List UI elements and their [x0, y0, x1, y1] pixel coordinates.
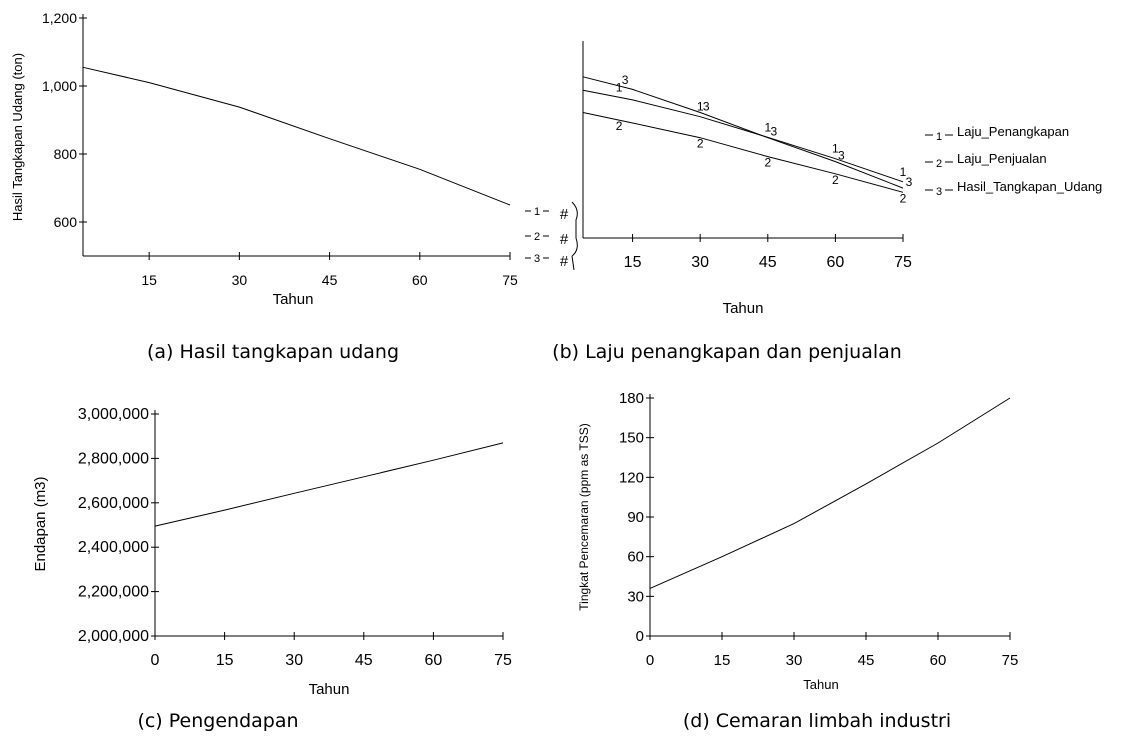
- x-tick-label: 75: [502, 272, 518, 288]
- y-tick-label: 2,600,000: [78, 495, 149, 512]
- y-tick-label: 90: [627, 509, 644, 526]
- y-axis-label: Tingkat Pencemaran (ppm as TSS): [577, 423, 591, 610]
- axis-legend-number: 2: [534, 231, 540, 243]
- x-tick-label: 45: [355, 652, 373, 669]
- x-axis-label: Tahun: [273, 291, 314, 308]
- series-number-marker: 1: [764, 120, 771, 134]
- y-tick-label: 180: [619, 390, 644, 407]
- x-tick-label: 30: [285, 652, 303, 669]
- x-tick-label: 60: [826, 254, 844, 271]
- series-number-marker: 1: [832, 142, 839, 156]
- series-line: [649, 397, 1011, 589]
- chart-caption: (b) Laju penangkapan dan penjualan: [552, 341, 902, 363]
- x-tick-label: 60: [412, 272, 428, 288]
- series-number-marker: 2: [697, 137, 704, 151]
- axis-legend-number: 1: [534, 206, 540, 218]
- series-number-marker: 2: [764, 156, 771, 170]
- series-line: [582, 89, 904, 183]
- x-tick-label: 30: [232, 272, 248, 288]
- y-tick-label: 60: [627, 549, 644, 566]
- series-line: [82, 66, 511, 206]
- y-tick-label: 0: [636, 628, 644, 645]
- x-tick-label: 30: [691, 254, 709, 271]
- series-line: [582, 76, 904, 189]
- x-tick-label: 75: [494, 652, 512, 669]
- x-tick-label: 15: [216, 652, 234, 669]
- y-tick-label: 30: [627, 588, 644, 605]
- series-number-marker: 3: [703, 100, 710, 114]
- y-tick-label: 2,000,000: [78, 628, 149, 645]
- series-number-marker: 1: [616, 80, 623, 94]
- x-tick-label: 60: [930, 652, 947, 669]
- series-line: [582, 112, 904, 193]
- legend-label: Laju_Penjualan: [957, 151, 1047, 166]
- chart-caption: (a) Hasil tangkapan udang: [147, 341, 399, 363]
- x-tick-label: 0: [646, 652, 654, 669]
- axis-bracket: [571, 201, 578, 271]
- series-number-marker: 2: [616, 119, 623, 133]
- x-tick-label: 15: [624, 254, 642, 271]
- chart-caption: (d) Cemaran limbah industri: [683, 710, 951, 732]
- x-tick-label: 0: [151, 652, 160, 669]
- x-axis-label: Tahun: [803, 677, 838, 692]
- x-axis-label: Tahun: [723, 300, 764, 317]
- y-tick-label: 800: [54, 146, 78, 162]
- series-number-marker: 2: [832, 173, 839, 187]
- y-tick-label: 600: [54, 214, 78, 230]
- series-number-marker: 2: [900, 191, 907, 205]
- y-tick-label: 2,400,000: [78, 539, 149, 556]
- y-tick-label: 1,200: [42, 10, 77, 26]
- legend-number: 3: [936, 186, 942, 198]
- legend-label: Laju_Penangkapan: [957, 124, 1069, 139]
- y-axis-label: Hasil Tangkapan Udang (ton): [10, 53, 25, 221]
- legend-number: 1: [936, 131, 942, 143]
- y-tick-label: #: [560, 253, 569, 270]
- series-number-marker: 3: [838, 149, 845, 163]
- y-tick-label: 2,800,000: [78, 450, 149, 467]
- legend-number: 2: [936, 158, 942, 170]
- series-number-marker: 3: [622, 73, 629, 87]
- y-tick-label: 120: [619, 469, 644, 486]
- x-tick-label: 30: [786, 652, 803, 669]
- series-number-marker: 3: [906, 175, 913, 189]
- x-tick-label: 15: [141, 272, 157, 288]
- series-number-marker: 3: [770, 125, 777, 139]
- legend-label: Hasil_Tangkapan_Udang: [957, 179, 1102, 194]
- series-line: [154, 442, 504, 527]
- chart-caption: (c) Pengendapan: [137, 710, 298, 732]
- y-tick-label: #: [560, 206, 569, 223]
- y-axis-label: Endapan (m3): [32, 476, 49, 571]
- x-tick-label: 45: [322, 272, 338, 288]
- x-tick-label: 75: [1002, 652, 1019, 669]
- x-tick-label: 60: [425, 652, 443, 669]
- y-tick-label: 150: [619, 430, 644, 447]
- y-tick-label: 2,200,000: [78, 584, 149, 601]
- x-tick-label: 45: [759, 254, 777, 271]
- y-tick-label: 1,000: [42, 78, 77, 94]
- y-tick-label: 3,000,000: [78, 406, 149, 423]
- x-tick-label: 75: [894, 254, 912, 271]
- x-tick-label: 15: [714, 652, 731, 669]
- series-number-marker: 1: [697, 100, 704, 114]
- x-axis-label: Tahun: [309, 681, 350, 698]
- x-tick-label: 45: [858, 652, 875, 669]
- series-number-marker: 1: [900, 165, 907, 179]
- y-tick-label: #: [560, 231, 569, 248]
- axis-legend-number: 3: [534, 253, 540, 265]
